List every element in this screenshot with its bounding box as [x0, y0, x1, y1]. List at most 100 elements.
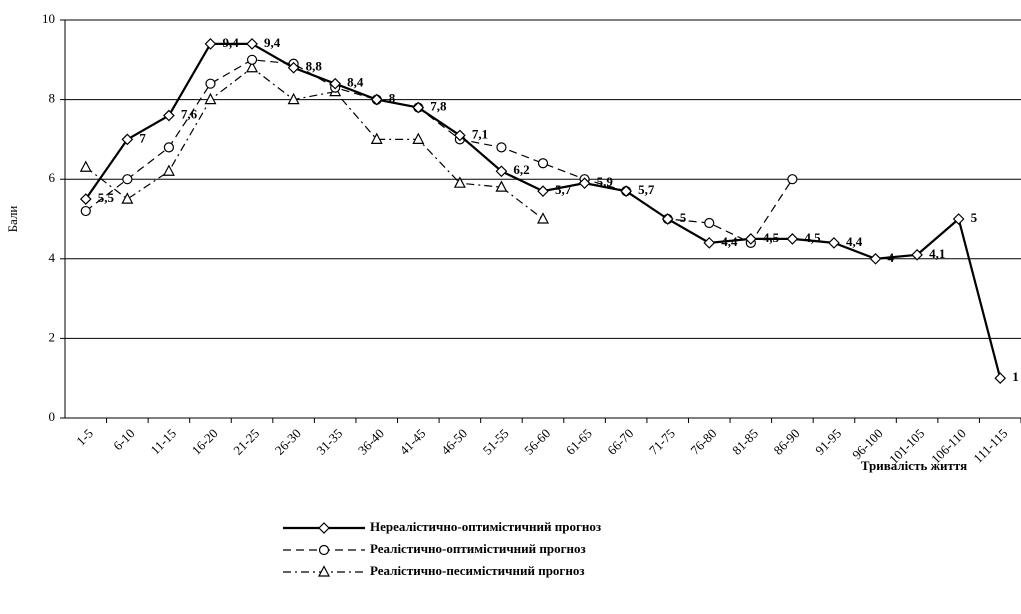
data-label: 5: [680, 210, 687, 225]
data-label: 6,2: [513, 162, 529, 177]
diamond-marker: [578, 177, 591, 190]
diamond-marker: [786, 233, 799, 245]
diamond-marker: [370, 93, 383, 106]
circle-marker: [496, 142, 507, 153]
y-tick-label: 2: [49, 329, 56, 344]
diamond-marker: [121, 133, 134, 146]
circle-marker: [246, 54, 258, 65]
x-tick-label: 11-15: [147, 426, 179, 458]
data-label: 9,4: [264, 35, 281, 50]
x-tick-label: 61-65: [563, 426, 595, 458]
triangle-marker: [537, 212, 549, 224]
legend-marker: [318, 522, 330, 534]
triangle-marker: [204, 92, 217, 105]
diamond-marker: [952, 213, 965, 225]
x-tick-label: 76-80: [687, 426, 719, 458]
legend-label: Реалістично-песимістичний прогноз: [370, 563, 585, 578]
data-label: 7,1: [472, 126, 488, 141]
diamond-marker: [911, 248, 923, 261]
circle-marker: [537, 158, 549, 169]
diamond-marker: [329, 77, 342, 90]
data-label: 4,4: [846, 234, 863, 249]
circle-marker: [122, 174, 133, 185]
data-label: 5,7: [638, 182, 655, 197]
legend-marker: [318, 544, 330, 556]
triangle-marker: [79, 160, 92, 172]
series-line: [84, 42, 1002, 379]
diamond-marker: [287, 61, 300, 74]
data-label: 4,1: [929, 246, 945, 261]
data-label: 1: [1012, 369, 1019, 384]
data-label: 7,8: [430, 99, 447, 114]
x-tick-label: 36-40: [355, 426, 387, 458]
data-label: 4,5: [763, 230, 780, 245]
data-label: 4,5: [804, 230, 821, 245]
circle-marker: [163, 142, 175, 153]
x-tick-label: 16-20: [189, 426, 221, 458]
triangle-marker: [453, 176, 466, 188]
diamond-marker: [661, 213, 674, 225]
x-tick-label: 111-115: [970, 426, 1010, 466]
circle-marker: [205, 78, 216, 89]
data-label: 8,4: [347, 75, 364, 90]
y-tick-label: 10: [42, 11, 55, 26]
circle-marker: [787, 174, 798, 185]
data-label: 7: [139, 130, 146, 145]
x-axis-label: Тривалість життя: [861, 458, 967, 473]
diamond-marker: [204, 38, 217, 50]
diamond-marker: [495, 165, 508, 178]
x-tick-label: 26-30: [272, 426, 304, 458]
series-line: [85, 59, 793, 244]
triangle-marker: [162, 164, 175, 176]
x-tick-label: 86-90: [771, 426, 803, 458]
diamond-marker: [163, 109, 175, 122]
diamond-marker: [537, 185, 549, 197]
triangle-marker: [121, 192, 134, 204]
legend-label: Реалістично-оптимістичний прогноз: [370, 541, 586, 556]
x-tick-label: 96-100: [849, 426, 886, 463]
y-tick-label: 8: [49, 91, 56, 106]
diamond-marker: [744, 233, 757, 245]
triangle-marker: [495, 180, 508, 192]
y-tick-label: 6: [49, 170, 56, 185]
data-label: 5,7: [555, 182, 572, 197]
x-tick-label: 41-45: [396, 426, 428, 458]
diamond-marker: [703, 237, 716, 249]
data-label: 8,8: [306, 59, 323, 74]
x-tick-label: 21-25: [230, 426, 262, 458]
x-tick-label: 51-55: [480, 426, 512, 458]
x-tick-label: 56-60: [521, 426, 553, 458]
diamond-marker: [828, 237, 840, 249]
triangle-marker: [412, 132, 425, 144]
legend-marker: [318, 565, 330, 577]
x-tick-label: 71-75: [646, 426, 678, 458]
y-tick-label: 4: [49, 250, 56, 265]
x-tick-label: 66-70: [604, 426, 636, 458]
diamond-marker: [412, 101, 425, 114]
x-tick-label: 6-10: [110, 426, 137, 453]
x-tick-label: 46-50: [438, 426, 470, 458]
data-label: 5,5: [98, 190, 115, 205]
x-tick-label: 91-95: [812, 426, 844, 458]
triangle-marker: [246, 60, 259, 73]
x-tick-label: 81-85: [729, 426, 761, 458]
y-tick-label: 0: [49, 409, 56, 424]
diamond-marker: [620, 185, 632, 197]
data-label: 7,6: [181, 107, 198, 122]
diamond-marker: [454, 129, 466, 142]
data-label: 5,9: [597, 174, 614, 189]
x-tick-label: 1-5: [73, 426, 96, 449]
data-label: 8: [389, 91, 396, 106]
diamond-marker: [246, 38, 258, 50]
diamond-marker: [994, 372, 1007, 385]
data-label: 4,4: [721, 234, 738, 249]
legend-label: Нереалістично-оптимістичний прогноз: [370, 519, 601, 534]
series-line: [85, 67, 544, 220]
diamond-marker: [79, 193, 92, 205]
diamond-marker: [869, 252, 882, 265]
circle-marker: [80, 205, 91, 217]
circle-marker: [704, 217, 715, 229]
data-label: 5: [971, 210, 978, 225]
